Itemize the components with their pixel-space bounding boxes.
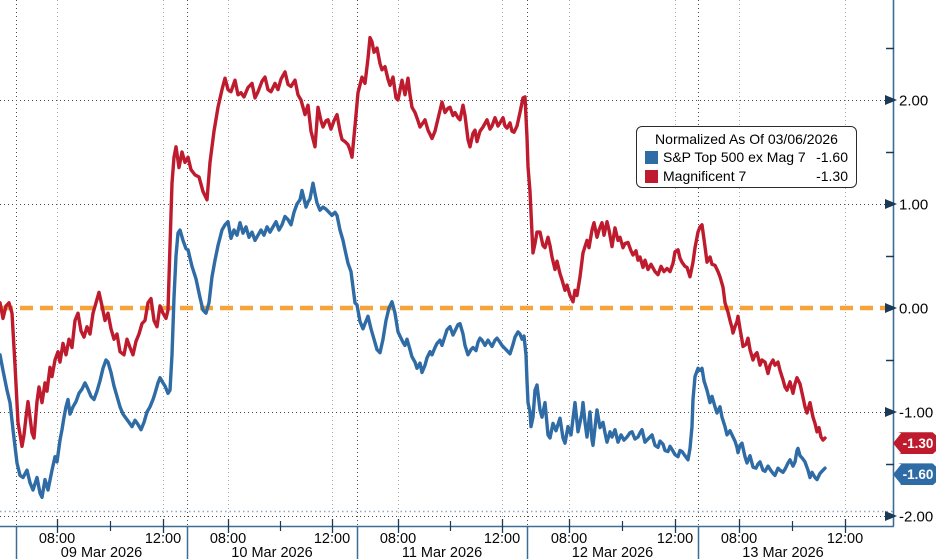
series-line-magnificent-7: [0, 35, 827, 448]
y-axis-label-1.00: 1.00: [899, 197, 928, 214]
time-label-12:00: 12:00: [827, 531, 863, 547]
series-swatch-blue: [645, 151, 658, 164]
last-price-tag-magnificent-7: -1.30: [893, 432, 936, 455]
y-axis-arrow-2.00: [885, 95, 897, 105]
date-label: 12 Mar 2026: [572, 545, 653, 559]
legend-item-label: S&P Top 500 ex Mag 7: [663, 149, 806, 165]
y-axis-label--1.00: -1.00: [899, 405, 933, 422]
last-price-tag-text: -1.60: [902, 466, 934, 482]
time-label-12:00: 12:00: [484, 531, 520, 547]
y-axis-label-2.00: 2.00: [899, 93, 928, 110]
series-swatch-red: [645, 170, 658, 183]
y-axis-label-0.00: 0.00: [899, 301, 928, 318]
y-axis-label--2.00: -2.00: [899, 509, 933, 526]
date-label: 09 Mar 2026: [61, 545, 142, 559]
legend-item-value: -1.30: [816, 168, 848, 184]
legend-item-label: Magnificent 7: [663, 168, 747, 184]
legend-box: Normalized As Of 03/06/2026 S&P Top 500 …: [636, 126, 857, 188]
date-label: 10 Mar 2026: [231, 545, 312, 559]
time-label-12:00: 12:00: [145, 531, 181, 547]
time-label-08:00: 08:00: [551, 531, 587, 547]
legend-title: Normalized As Of 03/06/2026: [655, 131, 838, 147]
date-label: 11 Mar 2026: [402, 545, 482, 559]
legend-item-magnificent-7: Magnificent 7 -1.30: [645, 167, 848, 186]
time-label-08:00: 08:00: [39, 531, 75, 547]
y-axis-arrow-1.00: [885, 199, 897, 209]
time-label-08:00: 08:00: [380, 531, 416, 547]
last-price-tag-text: -1.30: [902, 435, 934, 451]
y-axis-arrow--1.00: [885, 407, 897, 417]
time-label-12:00: 12:00: [657, 531, 693, 547]
legend-item-value: -1.60: [816, 149, 848, 165]
series-line-sp-top-500-ex-mag-7: [0, 181, 827, 499]
last-price-tag-sp-top-500-ex-mag-7: -1.60: [893, 463, 936, 486]
time-label-12:00: 12:00: [314, 531, 350, 547]
time-label-08:00: 08:00: [210, 531, 246, 547]
y-axis-arrow-0.00: [885, 303, 897, 313]
time-label-08:00: 08:00: [721, 531, 757, 547]
date-label: 13 Mar 2026: [742, 545, 823, 559]
legend-item-sp-top-500-ex-mag-7: S&P Top 500 ex Mag 7 -1.60: [645, 148, 848, 167]
y-axis-arrow--2.00: [885, 511, 897, 521]
